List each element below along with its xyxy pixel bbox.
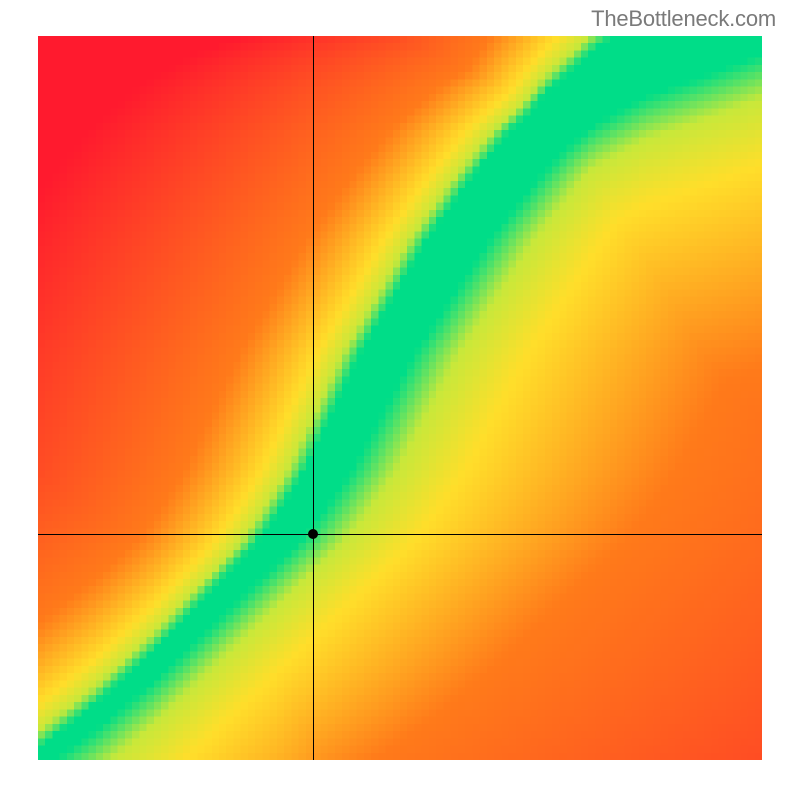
chart-container: TheBottleneck.com bbox=[0, 0, 800, 800]
crosshair-horizontal bbox=[38, 534, 762, 535]
crosshair-marker bbox=[308, 529, 318, 539]
plot-frame bbox=[38, 36, 762, 760]
watermark-text: TheBottleneck.com bbox=[591, 6, 776, 32]
heatmap-canvas bbox=[38, 36, 762, 760]
crosshair-vertical bbox=[313, 36, 314, 760]
